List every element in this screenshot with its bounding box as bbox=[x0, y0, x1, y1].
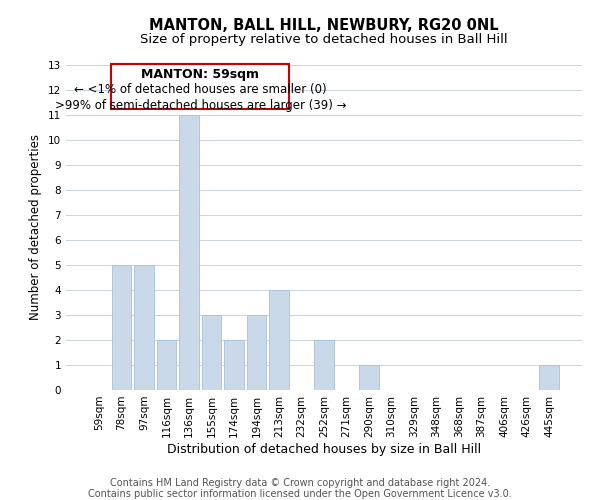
Bar bbox=[112, 265, 131, 390]
Bar bbox=[359, 365, 379, 390]
Y-axis label: Number of detached properties: Number of detached properties bbox=[29, 134, 43, 320]
Text: Contains HM Land Registry data © Crown copyright and database right 2024.: Contains HM Land Registry data © Crown c… bbox=[110, 478, 490, 488]
Bar bbox=[157, 340, 176, 390]
Text: Size of property relative to detached houses in Ball Hill: Size of property relative to detached ho… bbox=[140, 32, 508, 46]
Bar bbox=[247, 315, 266, 390]
Bar bbox=[179, 115, 199, 390]
Text: MANTON: 59sqm: MANTON: 59sqm bbox=[141, 68, 259, 81]
Bar bbox=[539, 365, 559, 390]
Bar bbox=[314, 340, 334, 390]
Text: MANTON, BALL HILL, NEWBURY, RG20 0NL: MANTON, BALL HILL, NEWBURY, RG20 0NL bbox=[149, 18, 499, 32]
Bar bbox=[134, 265, 154, 390]
Text: >99% of semi-detached houses are larger (39) →: >99% of semi-detached houses are larger … bbox=[55, 99, 346, 112]
Bar bbox=[112, 64, 289, 109]
X-axis label: Distribution of detached houses by size in Ball Hill: Distribution of detached houses by size … bbox=[167, 442, 481, 456]
Bar bbox=[224, 340, 244, 390]
Text: Contains public sector information licensed under the Open Government Licence v3: Contains public sector information licen… bbox=[88, 489, 512, 499]
Text: ← <1% of detached houses are smaller (0): ← <1% of detached houses are smaller (0) bbox=[74, 82, 326, 96]
Bar bbox=[269, 290, 289, 390]
Bar bbox=[202, 315, 221, 390]
